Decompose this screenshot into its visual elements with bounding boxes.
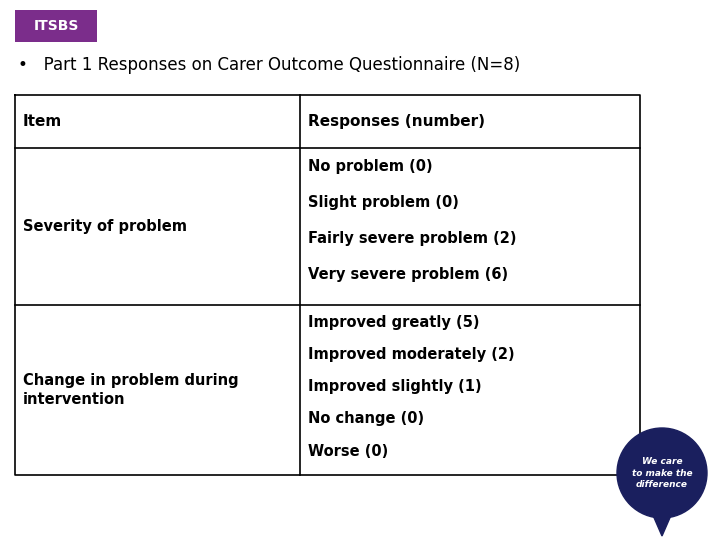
Text: Improved greatly (5): Improved greatly (5) xyxy=(308,315,480,330)
Text: Improved slightly (1): Improved slightly (1) xyxy=(308,380,482,395)
Text: Slight problem (0): Slight problem (0) xyxy=(308,194,459,210)
Bar xyxy=(15,10,97,42)
Polygon shape xyxy=(652,513,672,536)
Text: No change (0): No change (0) xyxy=(308,411,424,427)
Text: Item: Item xyxy=(23,114,62,129)
Text: intervention: intervention xyxy=(23,393,125,408)
Text: We care
to make the
difference: We care to make the difference xyxy=(631,457,693,489)
Text: ITSBS: ITSBS xyxy=(33,19,78,33)
Circle shape xyxy=(617,428,707,518)
Text: Very severe problem (6): Very severe problem (6) xyxy=(308,267,508,281)
Text: No problem (0): No problem (0) xyxy=(308,159,433,173)
Text: Fairly severe problem (2): Fairly severe problem (2) xyxy=(308,231,516,246)
Text: Worse (0): Worse (0) xyxy=(308,443,388,458)
Text: Severity of problem: Severity of problem xyxy=(23,219,187,234)
Text: Change in problem during: Change in problem during xyxy=(23,373,238,388)
Text: •   Part 1 Responses on Carer Outcome Questionnaire (N=8): • Part 1 Responses on Carer Outcome Ques… xyxy=(18,56,521,74)
Text: Responses (number): Responses (number) xyxy=(308,114,485,129)
Text: Improved moderately (2): Improved moderately (2) xyxy=(308,348,515,362)
